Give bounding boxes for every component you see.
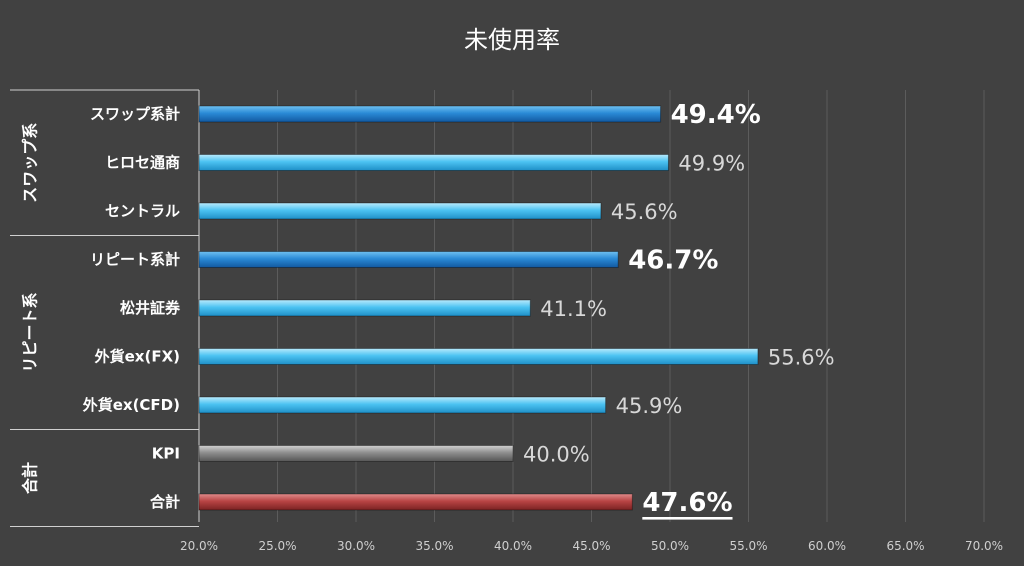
category-label: 松井証券 bbox=[120, 299, 181, 317]
x-tick-label: 55.0% bbox=[729, 539, 767, 553]
x-tick-label: 25.0% bbox=[258, 539, 296, 553]
category-label: リピート系計 bbox=[90, 251, 180, 269]
value-label: 40.0% bbox=[523, 443, 590, 467]
x-tick-label: 50.0% bbox=[651, 539, 689, 553]
value-label: 47.6% bbox=[642, 488, 732, 518]
group-label: 合計 bbox=[21, 462, 40, 494]
category-label: KPI bbox=[152, 445, 180, 463]
bar bbox=[198, 299, 531, 317]
category-label: セントラル bbox=[105, 202, 180, 220]
value-label: 41.1% bbox=[540, 297, 607, 321]
x-tick-label: 30.0% bbox=[337, 539, 375, 553]
value-label: 49.4% bbox=[671, 100, 761, 130]
x-tick-label: 65.0% bbox=[886, 539, 924, 553]
bar bbox=[198, 154, 669, 171]
bar bbox=[198, 202, 602, 220]
x-tick-label: 60.0% bbox=[808, 539, 846, 553]
value-label: 45.9% bbox=[616, 394, 683, 418]
category-label: スワップ系計 bbox=[90, 105, 180, 123]
value-labels: 49.4% 49.9%45.6% 46.7% 41.1% 55.6% 45.9% 40.0%… bbox=[523, 100, 835, 518]
group-label: リピート系 bbox=[21, 292, 40, 372]
value-label: 55.6% bbox=[768, 346, 835, 370]
bar bbox=[198, 396, 607, 414]
x-tick-label: 35.0% bbox=[415, 539, 453, 553]
value-label: 46.7% bbox=[628, 246, 718, 276]
category-label: 外貨ex(CFD) bbox=[82, 396, 180, 414]
x-tick-label: 20.0% bbox=[180, 539, 218, 553]
category-label: 外貨ex(FX) bbox=[94, 348, 180, 366]
x-tick-label: 45.0% bbox=[572, 539, 610, 553]
category-label: 合計 bbox=[149, 493, 180, 511]
bar bbox=[198, 251, 619, 268]
x-tick-label: 70.0% bbox=[965, 539, 1003, 553]
bar bbox=[198, 493, 633, 511]
category-label: ヒロセ通商 bbox=[105, 154, 180, 172]
value-label: 45.6% bbox=[611, 200, 678, 224]
bar bbox=[198, 445, 514, 462]
x-axis-tick-labels: 20.0% 25.0% 30.0% 35.0% 40.0% 45.0% 50.0% 55.0%… bbox=[180, 539, 1003, 553]
chart-title: 未使用率 bbox=[464, 26, 560, 54]
value-label: 49.9% bbox=[678, 152, 745, 176]
bar bbox=[198, 348, 759, 365]
group-label: スワップ系 bbox=[21, 123, 40, 203]
bar bbox=[198, 105, 662, 123]
x-tick-label: 40.0% bbox=[494, 539, 532, 553]
bars bbox=[198, 105, 759, 511]
